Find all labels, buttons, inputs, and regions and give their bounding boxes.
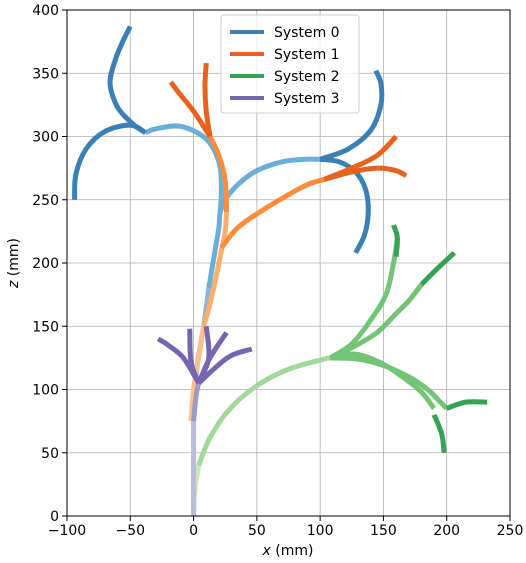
series-2-segment — [419, 251, 457, 287]
series-2-segment — [431, 413, 447, 454]
series-0-segment — [144, 123, 224, 213]
series-2-segment — [329, 351, 437, 410]
x-tick-label: 150 — [370, 523, 397, 539]
x-tick-label: 50 — [248, 523, 266, 539]
legend-label-3: System 3 — [274, 91, 340, 107]
series-0-segment — [319, 156, 371, 255]
y-tick-label: 0 — [50, 509, 59, 525]
series-2-segment — [330, 355, 449, 411]
series-3-segment — [191, 382, 202, 422]
legend: System 0 System 1 System 2 System 3 — [220, 14, 360, 114]
series-1-segment — [202, 62, 213, 137]
series-2-segment — [328, 237, 400, 361]
series-0-segment — [319, 69, 385, 162]
series-0-segment — [107, 25, 147, 135]
ticks: −100 −50 0 50 100 150 200 250 0 50 100 150 200 250 300… — [32, 3, 523, 539]
series-3-segment — [187, 328, 201, 385]
series-1-segment — [168, 80, 213, 138]
x-tick-label: 0 — [189, 523, 198, 539]
series-2-segment — [391, 224, 400, 257]
y-tick-label: 50 — [41, 446, 59, 462]
x-tick-label: 250 — [497, 523, 524, 539]
x-tick-label: 200 — [433, 523, 460, 539]
series-layer — [72, 25, 488, 517]
series-1 — [168, 62, 408, 422]
y-tick-label: 300 — [32, 130, 59, 146]
y-tick-label: 400 — [32, 3, 59, 19]
series-0-segment — [206, 156, 321, 289]
x-tick-label: 100 — [307, 523, 334, 539]
legend-label-2: System 2 — [274, 69, 340, 85]
series-2 — [191, 224, 488, 517]
legend-frame — [220, 14, 360, 114]
y-axis-label: z (mm) — [6, 238, 22, 289]
y-tick-label: 250 — [32, 193, 59, 209]
y-tick-label: 150 — [32, 319, 59, 335]
x-tick-label: −50 — [116, 523, 146, 539]
series-1-segment — [201, 212, 229, 327]
legend-label-0: System 0 — [274, 25, 340, 41]
x-axis-label: x (mm) — [262, 543, 314, 559]
series-2-segment — [445, 399, 488, 411]
series-3-segment — [196, 346, 253, 386]
y-tick-label: 200 — [32, 256, 59, 272]
y-tick-label: 100 — [32, 383, 59, 399]
x-tick-label: −100 — [48, 523, 86, 539]
series-1-segment — [322, 134, 398, 182]
series-2-segment — [196, 355, 331, 467]
series-3 — [156, 325, 253, 517]
series-1-segment — [219, 177, 325, 250]
y-tick-label: 350 — [32, 66, 59, 82]
legend-label-1: System 1 — [274, 47, 340, 63]
series-1-segment — [207, 135, 229, 213]
